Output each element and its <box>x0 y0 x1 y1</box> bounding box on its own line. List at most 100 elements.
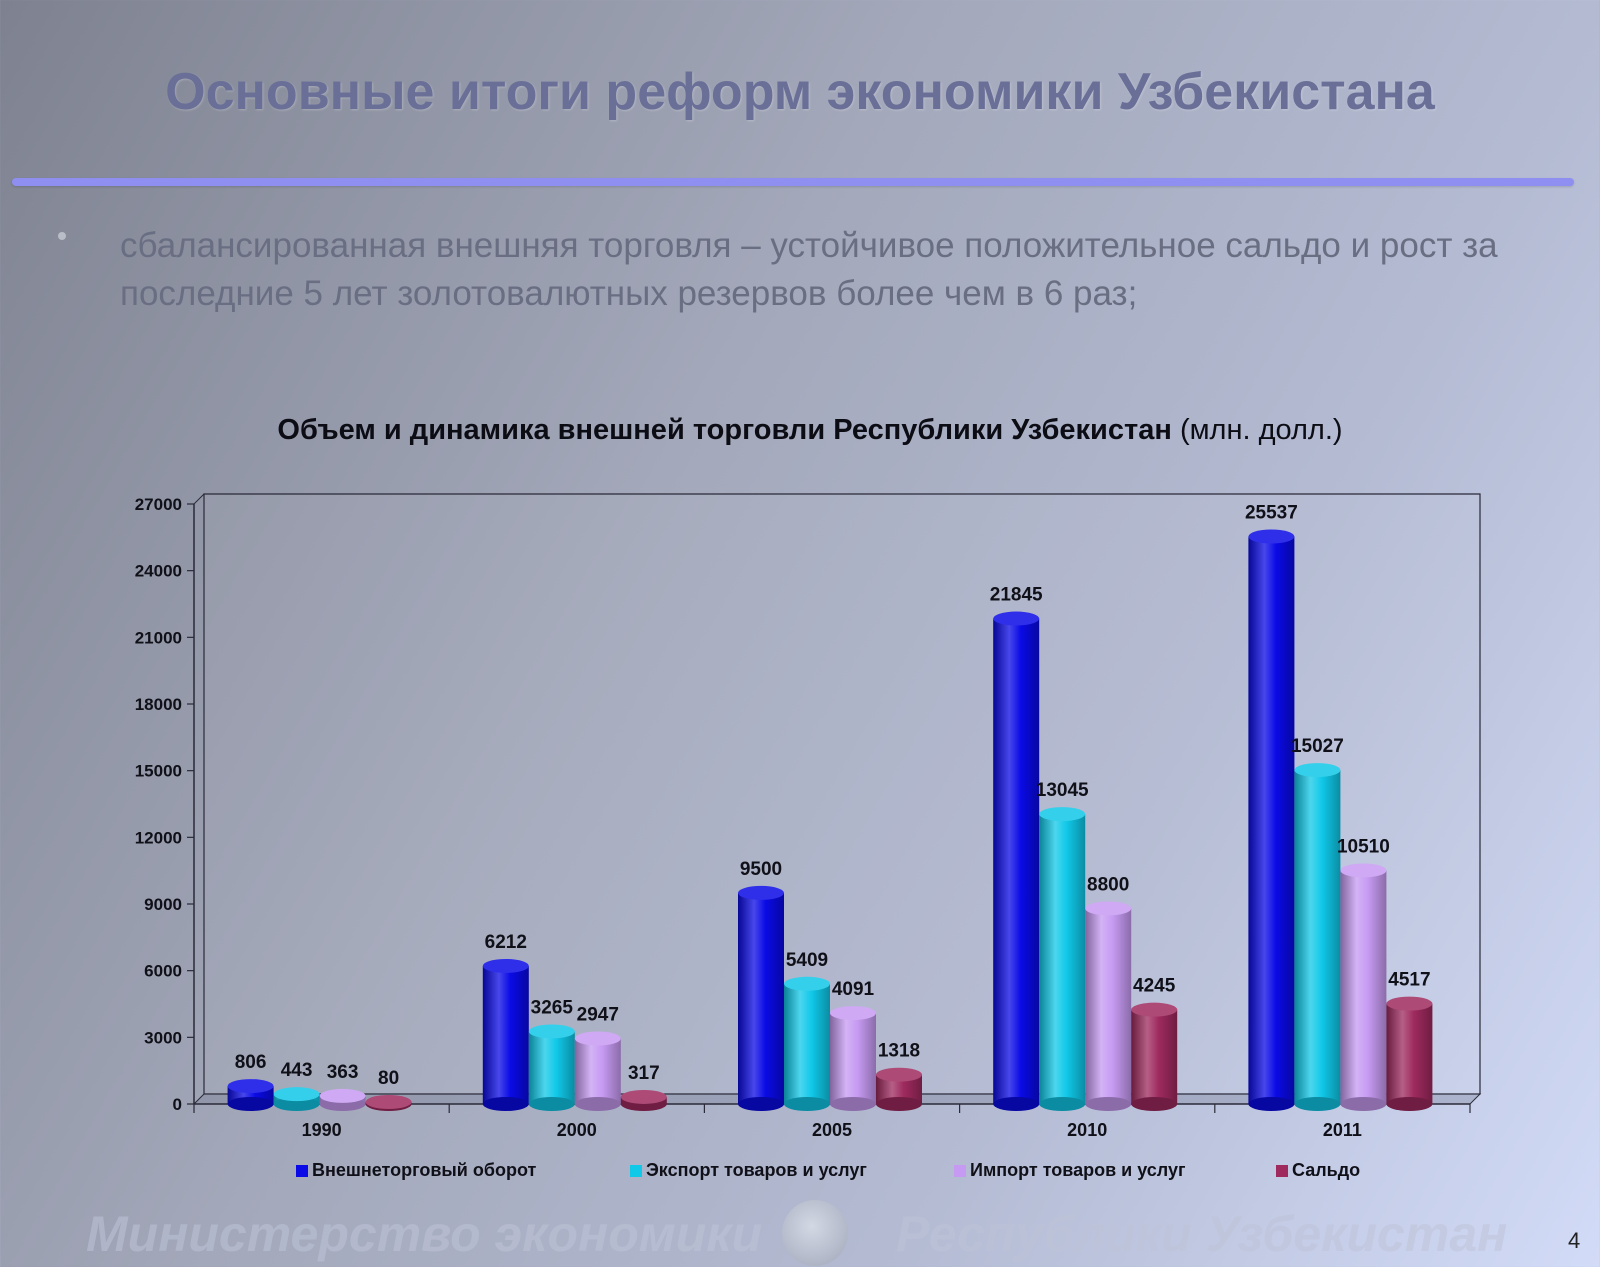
bar-base <box>1340 1097 1387 1111</box>
data-label: 2947 <box>577 1005 619 1026</box>
bar-cap <box>993 611 1040 626</box>
data-label: 3265 <box>531 997 574 1018</box>
legend-label: Сальдо <box>1292 1160 1361 1180</box>
legend-label: Импорт товаров и услуг <box>970 1160 1186 1180</box>
bar-Импорт товаров и услуг-2005 <box>830 1013 876 1104</box>
legend-swatch <box>630 1164 642 1177</box>
bullet-text: сбалансированная внешняя торговля – усто… <box>120 226 1498 313</box>
bar-base <box>1294 1097 1341 1111</box>
legend-label: Внешнеторговый оборот <box>312 1160 537 1180</box>
bar-cap <box>784 976 830 991</box>
y-tick-label: 6000 <box>144 962 182 981</box>
legend-swatch <box>296 1164 308 1177</box>
bar-base <box>574 1097 621 1111</box>
bar-cap <box>1340 863 1387 878</box>
y-tick-label: 9000 <box>144 895 182 914</box>
bullet-dot <box>58 232 66 240</box>
chart-title: Объем и динамика внешней торговли Респуб… <box>0 414 1600 447</box>
bar-base <box>1039 1097 1086 1111</box>
bar-Внешнеторговый оборот-2005 <box>738 892 784 1104</box>
data-label: 1318 <box>878 1041 920 1062</box>
data-label: 4245 <box>1133 976 1176 997</box>
bar-base <box>784 1097 830 1111</box>
bar-cap <box>1248 529 1295 544</box>
bar-cap <box>227 1079 274 1094</box>
data-label: 10510 <box>1337 836 1390 857</box>
data-label: 5409 <box>786 950 828 971</box>
bar-cap <box>574 1031 621 1046</box>
y-tick-label: 12000 <box>135 828 182 847</box>
bar-base <box>1386 1097 1433 1111</box>
bar-base <box>876 1097 922 1111</box>
x-tick-label: 2011 <box>1323 1120 1362 1140</box>
bar-Импорт товаров и услуг-2011 <box>1340 870 1387 1104</box>
data-label: 363 <box>327 1062 359 1083</box>
bar-Экспорт товаров и услуг-2010 <box>1039 814 1086 1104</box>
y-tick-label: 27000 <box>135 495 182 514</box>
page-number: 4 <box>1568 1228 1581 1253</box>
data-label: 15027 <box>1291 736 1344 757</box>
bar-cap <box>620 1089 667 1104</box>
chart-legend: Внешнеторговый оборот Экспорт товаров и у… <box>0 1160 1600 1184</box>
data-label: 25537 <box>1245 503 1298 524</box>
bar-Сальдо-2011 <box>1386 1003 1433 1104</box>
bar-cap <box>1131 1002 1178 1017</box>
data-label: 317 <box>628 1063 660 1084</box>
footer-ministry: Министерство экономики <box>86 1206 763 1262</box>
bar-cap <box>1386 996 1433 1011</box>
chart-title-main: Объем и динамика внешней торговли Респуб… <box>277 414 1172 446</box>
y-tick-label: 0 <box>173 1095 182 1114</box>
x-tick-label: 2005 <box>812 1120 852 1140</box>
legend-swatch <box>1276 1164 1288 1177</box>
bar-cap <box>319 1088 366 1103</box>
bar-Экспорт товаров и услуг-2011 <box>1294 770 1341 1104</box>
data-label: 6212 <box>485 932 527 953</box>
bar-base <box>1131 1097 1178 1111</box>
bar-cap <box>528 1024 575 1039</box>
data-label: 806 <box>235 1052 267 1073</box>
y-tick-label: 18000 <box>135 695 182 714</box>
bar-cap <box>482 958 529 973</box>
bar-base <box>738 1097 784 1111</box>
bar-base <box>482 1097 529 1111</box>
footer-republic: Республики Узбекистан <box>896 1206 1508 1262</box>
bar-base <box>830 1097 876 1111</box>
bar-cap <box>273 1087 320 1102</box>
legend-label: Экспорт товаров и услуг <box>646 1160 867 1180</box>
y-tick-label: 15000 <box>135 762 182 781</box>
trade-bar-chart: 0 3000 6000 9000 12000 15000 18000 21000 24000 27… <box>135 493 1482 1140</box>
legend-item: Внешнеторговый оборот <box>296 1160 536 1181</box>
bar-Сальдо-2010 <box>1131 1009 1178 1104</box>
bar-Внешнеторговый оборот-2011 <box>1248 536 1295 1104</box>
data-label: 8800 <box>1087 874 1129 895</box>
data-label: 4517 <box>1388 970 1430 991</box>
bar-Внешнеторговый оборот-2000 <box>482 965 529 1104</box>
data-label: 80 <box>378 1068 399 1089</box>
y-tick-label: 21000 <box>135 628 182 647</box>
bar-Экспорт товаров и услуг-2005 <box>784 983 830 1104</box>
chart-title-unit: (млн. долл.) <box>1179 414 1343 446</box>
axis-depth-line <box>193 493 205 505</box>
slide-title: Основные итоги реформ экономики Узбекист… <box>165 63 1435 121</box>
bar-cap <box>876 1067 922 1082</box>
x-tick-label: 2000 <box>557 1120 597 1140</box>
data-label: 443 <box>281 1060 313 1081</box>
legend-item: Сальдо <box>1276 1160 1360 1181</box>
title-divider <box>12 178 1574 186</box>
x-tick-label: 1990 <box>302 1120 342 1140</box>
bar-cap <box>1039 807 1086 822</box>
bar-Экспорт товаров и услуг-2000 <box>528 1031 575 1104</box>
bar-base <box>227 1097 274 1111</box>
bar-Импорт товаров и услуг-2010 <box>1085 908 1132 1104</box>
bar-cap <box>1085 901 1132 916</box>
bar-cap <box>365 1095 412 1109</box>
bar-cap <box>830 1006 876 1021</box>
data-label: 21845 <box>990 585 1043 606</box>
data-label: 9500 <box>740 859 782 880</box>
data-label: 13045 <box>1036 780 1089 801</box>
legend-swatch <box>954 1164 966 1177</box>
bar-base <box>1085 1097 1132 1111</box>
bar-base <box>528 1097 575 1111</box>
bar-Импорт товаров и услуг-2000 <box>574 1038 621 1104</box>
bar-base <box>993 1097 1040 1111</box>
